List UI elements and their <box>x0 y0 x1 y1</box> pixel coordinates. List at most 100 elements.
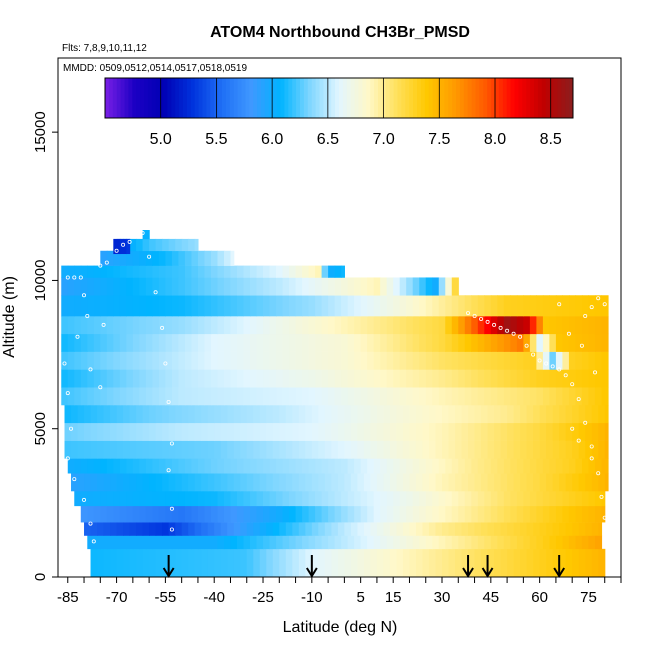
heatmap-cell <box>171 295 180 317</box>
heatmap-cell <box>321 458 329 474</box>
heatmap-cell <box>136 548 144 577</box>
heatmap-cell <box>188 440 196 459</box>
x-tick-label: -10 <box>301 589 323 606</box>
heatmap-cell <box>116 548 124 577</box>
heatmap-cell <box>594 369 603 388</box>
heatmap-cell <box>409 440 417 459</box>
track-point <box>566 331 571 336</box>
heatmap-cell <box>132 250 140 266</box>
heatmap-cell <box>363 473 372 492</box>
heatmap-cell <box>259 548 267 577</box>
colorbar-swatch <box>491 78 496 118</box>
heatmap-cell <box>74 316 82 335</box>
heatmap-cell <box>373 277 381 296</box>
heatmap-cell <box>484 535 492 550</box>
heatmap-cell <box>363 522 372 536</box>
heatmap-cell <box>80 387 88 406</box>
colorbar-tick-label: 7.0 <box>372 131 394 148</box>
heatmap-cell <box>494 404 502 424</box>
heatmap-cell <box>289 458 297 474</box>
heatmap-cell <box>399 535 407 550</box>
heatmap-cell <box>497 387 505 406</box>
heatmap-cell <box>315 295 323 317</box>
heatmap-cell <box>347 369 355 388</box>
heatmap-cell <box>334 458 342 474</box>
heatmap-cell <box>315 535 323 550</box>
heatmap-cell <box>282 535 290 550</box>
heatmap-cell <box>455 422 463 441</box>
heatmap-cell <box>549 387 557 406</box>
colorbar-swatch <box>514 78 519 118</box>
heatmap-cell <box>406 369 414 388</box>
heatmap-cell <box>84 404 92 424</box>
heatmap-cell <box>250 369 258 388</box>
heatmap-cell <box>419 490 427 507</box>
heatmap-cell <box>409 522 417 536</box>
heatmap-cell <box>152 277 160 296</box>
heatmap-cell <box>93 277 101 296</box>
heatmap-cell <box>539 473 547 492</box>
heatmap-cell <box>223 458 232 474</box>
heatmap-cell <box>285 422 293 441</box>
heatmap-cell <box>562 535 570 550</box>
heatmap-cell <box>445 369 453 388</box>
heatmap-cell <box>298 548 306 577</box>
heatmap-cell <box>272 473 280 492</box>
heatmap-cell <box>282 295 290 317</box>
heatmap-cell <box>471 295 479 317</box>
heatmap-cell <box>194 548 202 577</box>
heatmap-cell <box>256 316 264 335</box>
heatmap-cell <box>126 333 134 352</box>
heatmap-cell <box>282 265 290 278</box>
plot-frame <box>57 57 622 578</box>
heatmap-cell <box>210 369 219 388</box>
heatmap-cell <box>243 369 251 388</box>
heatmap-cell <box>568 295 577 317</box>
heatmap-cell <box>552 404 560 424</box>
heatmap-cell <box>451 387 459 406</box>
heatmap-cell <box>145 535 153 550</box>
heatmap-cell <box>110 473 118 492</box>
heatmap-cell <box>458 351 466 370</box>
heatmap-cell <box>539 404 547 424</box>
heatmap-cell <box>578 548 586 577</box>
heatmap-cell <box>435 440 443 459</box>
heatmap-cell <box>598 404 606 424</box>
profile-arrow-head <box>553 567 566 578</box>
heatmap-cell <box>487 522 495 536</box>
heatmap-cell <box>360 295 368 317</box>
heatmap-cell <box>581 295 590 317</box>
heatmap-cell <box>373 505 381 523</box>
heatmap-cell <box>243 387 251 406</box>
heatmap-cell <box>80 277 88 296</box>
heatmap-cell <box>243 265 251 278</box>
heatmap-cell <box>458 295 466 317</box>
colorbar-swatch <box>155 78 161 118</box>
heatmap-cell <box>269 333 277 352</box>
colorbar-swatch <box>553 78 558 118</box>
heatmap-cell <box>490 351 498 370</box>
heatmap-cell <box>367 277 375 296</box>
heatmap-cell <box>529 458 537 474</box>
heatmap-cell <box>354 333 362 352</box>
heatmap-cell <box>380 490 388 507</box>
heatmap-cell <box>282 351 290 370</box>
colorbar-swatch <box>409 78 414 118</box>
heatmap-cell <box>402 404 411 424</box>
heatmap-cell <box>500 548 508 577</box>
heatmap-cell <box>230 387 238 406</box>
heatmap-cell <box>598 422 606 441</box>
heatmap-cell <box>308 458 316 474</box>
heatmap-cell <box>217 250 225 266</box>
heatmap-cell <box>549 351 557 370</box>
heatmap-cell <box>373 490 381 507</box>
colorbar-swatch <box>510 78 515 118</box>
heatmap-cell <box>74 351 82 370</box>
heatmap-cell <box>116 522 124 536</box>
heatmap-cell <box>171 458 180 474</box>
heatmap-cell <box>149 238 157 252</box>
heatmap-cell <box>106 387 114 406</box>
heatmap-cell <box>269 505 277 523</box>
heatmap-cell <box>328 369 336 388</box>
colorbar-swatch <box>405 78 410 118</box>
